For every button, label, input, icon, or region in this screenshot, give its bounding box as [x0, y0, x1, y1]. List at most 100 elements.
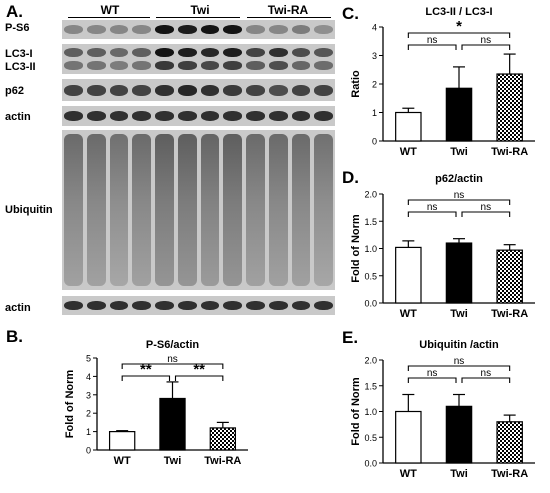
blot-label-lc3-i: LC3-I — [5, 48, 33, 60]
x-tick-label: WT — [400, 308, 417, 320]
bar-twi — [445, 87, 473, 142]
blot-lane-band — [291, 111, 311, 121]
blot-lane-smear — [132, 134, 151, 286]
bar-twi — [445, 405, 473, 464]
blot-label-lc3-ii: LC3-II — [5, 61, 36, 73]
blot-p62 — [62, 79, 335, 101]
y-tick-label: 0.5 — [364, 433, 377, 443]
significance-label: ** — [193, 361, 205, 378]
blot-lane-band — [64, 24, 83, 35]
significance-bracket — [461, 377, 511, 383]
x-tick-label: Twi-RA — [204, 455, 241, 467]
y-tick-label: 4 — [86, 372, 91, 382]
blot-lane-band — [86, 111, 106, 121]
blot-lane-band — [200, 111, 220, 121]
significance-label: ns — [427, 35, 438, 46]
blot-lane-band-lower — [155, 60, 174, 70]
blot-lane-band — [268, 84, 288, 96]
blot-actin-top — [62, 106, 335, 126]
blot-lane-band-upper — [177, 47, 197, 58]
group-line-twi-ra — [247, 17, 331, 18]
blot-lane-band-lower — [223, 60, 242, 70]
chart-title: LC3-II / LC3-I — [425, 6, 492, 18]
blot-lane-band — [223, 84, 242, 96]
chart-title: p62/actin — [435, 173, 483, 185]
significance-label: ns — [481, 202, 492, 213]
group-label-wt: WT — [100, 3, 120, 17]
y-tick-label: 2 — [372, 80, 377, 90]
blot-lane-band — [177, 300, 197, 311]
x-tick-label: Twi — [164, 455, 182, 467]
significance-bracket — [407, 211, 457, 217]
chart-title: P-S6/actin — [146, 339, 199, 351]
blot-lane-band — [64, 111, 83, 121]
significance-label: * — [456, 18, 462, 35]
blot-lc3 — [62, 44, 335, 74]
blot-lane-smear — [314, 134, 333, 286]
blot-lane-band-upper — [155, 47, 174, 58]
significance-bracket — [174, 375, 224, 381]
blot-lane-band — [132, 111, 151, 121]
y-tick-label: 0.5 — [364, 271, 377, 281]
blot-lane-band — [109, 300, 129, 311]
bar-wt — [108, 431, 136, 451]
blot-lane-band-upper — [64, 47, 83, 58]
significance-bracket — [461, 44, 511, 50]
blot-lane-band — [86, 84, 106, 96]
group-label-twi: Twi — [190, 3, 210, 17]
y-tick-label: 0.0 — [364, 299, 377, 309]
blot-lane-band — [132, 24, 151, 35]
blot-lane-smear — [64, 134, 83, 286]
y-tick-label: 1 — [372, 108, 377, 118]
blot-lane-band — [246, 111, 265, 121]
blot-lane-band-lower — [132, 60, 151, 70]
blot-lane-band-upper — [291, 47, 311, 58]
x-tick-label: WT — [114, 455, 131, 467]
significance-bracket — [121, 363, 224, 369]
blot-ps6 — [62, 20, 335, 39]
blot-lane-band — [109, 24, 129, 35]
y-tick-label: 3 — [86, 390, 91, 400]
y-tick-label: 1.0 — [364, 407, 377, 417]
blot-label-actin-bottom: actin — [5, 302, 31, 314]
blot-lane-band-lower — [200, 60, 220, 70]
y-tick-label: 2 — [86, 409, 91, 419]
significance-bracket — [461, 211, 511, 217]
x-tick-label: WT — [400, 468, 417, 480]
blot-lane-band-upper — [223, 47, 242, 58]
blot-lane-smear — [155, 134, 174, 286]
significance-label: ns — [427, 368, 438, 379]
blot-lane-smear — [86, 134, 106, 286]
blot-lane-band — [223, 111, 242, 121]
blot-lane-band — [109, 84, 129, 96]
significance-bracket — [407, 199, 511, 205]
blot-lane-band — [86, 300, 106, 311]
blot-lane-band — [223, 24, 242, 35]
y-axis-label: Fold of Norm — [350, 377, 362, 446]
blot-lane-band — [155, 84, 174, 96]
chart-title: Ubiquitin /actin — [419, 339, 499, 351]
bar-twi — [159, 397, 186, 451]
significance-label: ns — [481, 35, 492, 46]
blot-lane-band-lower — [109, 60, 129, 70]
blot-lane-band-lower — [291, 60, 311, 70]
y-tick-label: 4 — [372, 23, 377, 33]
blot-actin-bottom — [62, 296, 335, 315]
blot-lane-smear — [291, 134, 311, 286]
blot-lane-band-lower — [246, 60, 265, 70]
blot-lane-band — [200, 24, 220, 35]
blot-label-actin-top: actin — [5, 111, 31, 123]
panel-letter-c: C. — [342, 4, 359, 23]
blot-lane-band — [291, 300, 311, 311]
blot-lane-band-upper — [109, 47, 129, 58]
panel-letter-d: D. — [342, 168, 359, 187]
bar-wt — [395, 111, 422, 142]
blot-lane-band — [314, 24, 333, 35]
bar-twi-ra — [496, 73, 523, 142]
blot-lane-smear — [200, 134, 220, 286]
blot-lane-band-lower — [314, 60, 333, 70]
group-line-wt — [68, 17, 150, 18]
significance-bracket — [407, 365, 511, 371]
y-tick-label: 1 — [86, 427, 91, 437]
